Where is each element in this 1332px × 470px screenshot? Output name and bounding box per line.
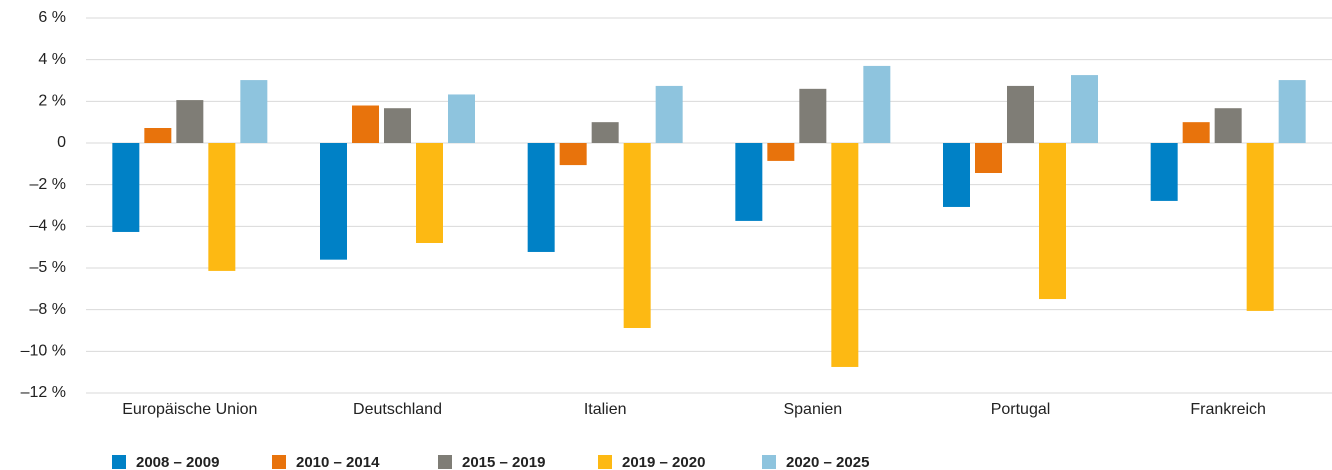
y-tick-label: –10 % <box>21 343 66 360</box>
bar <box>416 143 443 243</box>
bar <box>176 100 204 143</box>
x-tick-label: Europäische Union <box>122 401 257 418</box>
bar <box>623 143 651 328</box>
legend-label: 2020 – 2025 <box>786 454 869 470</box>
y-tick-label: –12 % <box>21 384 66 401</box>
legend-swatch <box>762 455 776 469</box>
bar <box>975 143 1002 173</box>
bar <box>863 65 891 143</box>
bar <box>831 143 859 367</box>
legend-swatch <box>598 455 612 469</box>
legend-label: 2015 – 2019 <box>462 454 545 470</box>
bar <box>320 143 347 260</box>
bar <box>655 85 683 143</box>
bar <box>240 80 268 143</box>
bar <box>1007 85 1034 143</box>
y-tick-label: –2 % <box>30 176 66 193</box>
x-tick-label: Frankreich <box>1190 401 1266 418</box>
bar <box>559 143 587 166</box>
bar <box>384 108 411 143</box>
bar <box>144 128 172 143</box>
legend-label: 2019 – 2020 <box>622 454 705 470</box>
bar <box>943 143 970 207</box>
bar <box>1071 75 1098 143</box>
x-tick-label: Deutschland <box>353 401 442 418</box>
legend-label: 2010 – 2014 <box>296 454 380 470</box>
x-tick-label: Portugal <box>991 401 1051 418</box>
bar <box>1214 108 1242 143</box>
bar <box>1278 80 1306 143</box>
bar <box>112 143 140 232</box>
legend-label: 2008 – 2009 <box>136 454 219 470</box>
bar <box>448 94 475 143</box>
y-tick-label: 4 % <box>38 51 66 68</box>
y-tick-label: –4 % <box>30 218 66 235</box>
y-tick-label: 6 % <box>38 9 66 26</box>
bar <box>1039 143 1066 300</box>
x-tick-label: Spanien <box>783 401 842 418</box>
x-tick-label: Italien <box>584 401 627 418</box>
legend-swatch <box>272 455 286 469</box>
bar <box>352 105 379 143</box>
y-tick-label: –8 % <box>30 301 66 318</box>
legend-swatch <box>438 455 452 469</box>
bar <box>1182 122 1210 143</box>
bar <box>527 143 555 252</box>
y-tick-label: 2 % <box>38 93 66 110</box>
bar <box>735 143 763 221</box>
bar <box>1150 143 1178 201</box>
bar <box>591 122 619 143</box>
bar <box>1246 143 1274 311</box>
legend-swatch <box>112 455 126 469</box>
bar <box>208 143 236 271</box>
y-tick-label: –5 % <box>30 259 66 276</box>
bar <box>767 143 795 161</box>
y-tick-label: 0 <box>57 134 66 151</box>
bar <box>799 88 827 143</box>
